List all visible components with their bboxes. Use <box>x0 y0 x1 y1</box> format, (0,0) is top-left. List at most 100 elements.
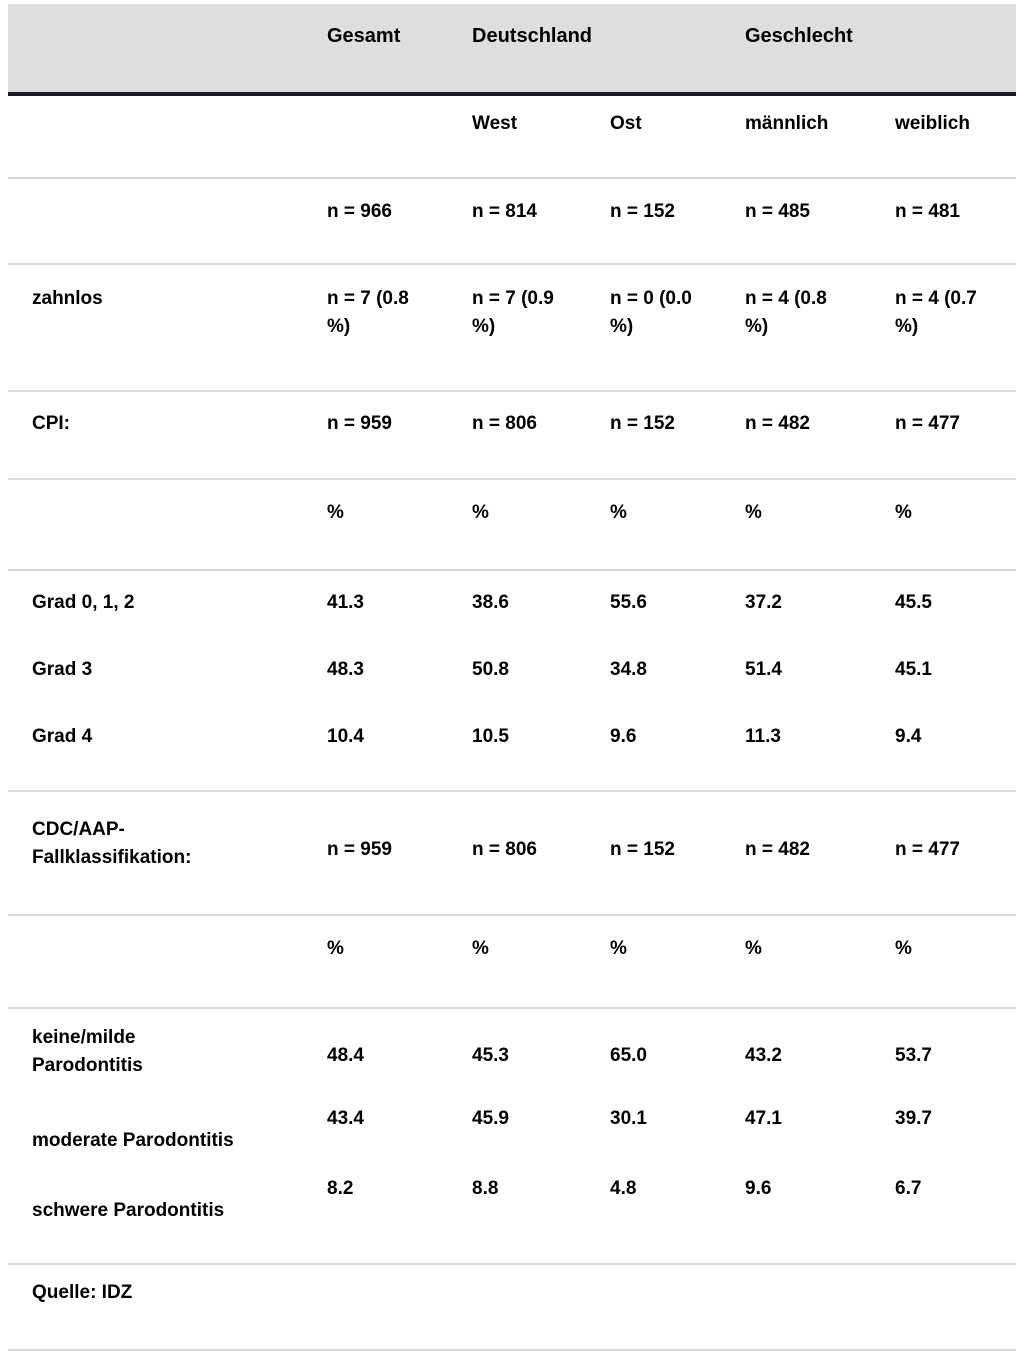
cell-value: 4.8 <box>610 1178 637 1199</box>
cell-value: % <box>745 938 762 959</box>
cell-value: 10.5 <box>472 726 509 747</box>
cell-value: 45.1 <box>895 659 932 680</box>
cell-value: n = 485 <box>745 201 810 222</box>
row-label: Grad 3 <box>32 659 93 680</box>
cell-value: n = 7 (0.9 %) <box>472 288 554 337</box>
statistics-table: Gesamt Deutschland Geschlecht West Ost m… <box>8 4 1017 1351</box>
cell-value: 48.3 <box>327 659 364 680</box>
cell-value: 41.3 <box>327 592 364 613</box>
row-label: Grad 4 <box>32 726 93 747</box>
table-row-percent-header: % % % % % <box>8 479 1017 570</box>
cell-value: n = 966 <box>327 201 392 222</box>
table-row-percent-header: % % % % % <box>8 915 1017 1008</box>
cell-value: 43.4 <box>327 1108 364 1129</box>
cell-value: n = 4 (0.7 %) <box>895 288 977 337</box>
table-row-moderate: moderate Parodontitis 43.4 45.9 30.1 47.… <box>8 1087 1016 1157</box>
cell-value: n = 477 <box>895 413 960 434</box>
cell-value: 53.7 <box>895 1045 932 1066</box>
cell-value: n = 481 <box>895 201 960 222</box>
row-label <box>8 915 327 1008</box>
row-label: schwere Parodontitis <box>32 1200 225 1221</box>
subheader-empty-cell <box>327 94 472 178</box>
cell-value: 37.2 <box>745 592 782 613</box>
cell-value: n = 959 <box>327 413 392 434</box>
cell-value: % <box>472 502 489 523</box>
cell-value: % <box>895 938 912 959</box>
table-row-n: n = 966 n = 814 n = 152 n = 485 n = 481 <box>8 178 1017 264</box>
row-label: CDC/AAP- Fallklassifikation: <box>32 819 192 868</box>
cell-value: 43.2 <box>745 1045 782 1066</box>
row-label: zahnlos <box>32 288 103 309</box>
cell-value: 45.5 <box>895 592 932 613</box>
cell-value: n = 152 <box>610 413 675 434</box>
header-empty-cell <box>8 4 327 94</box>
col-subheader-ost: Ost <box>610 113 642 134</box>
table-container: Gesamt Deutschland Geschlecht West Ost m… <box>8 4 1017 1351</box>
table-subheader-row: West Ost männlich weiblich <box>8 94 1017 178</box>
table-row-grad4: Grad 4 10.4 10.5 9.6 11.3 9.4 <box>8 706 1017 791</box>
source-text: Quelle: IDZ <box>32 1282 133 1303</box>
row-label <box>8 479 327 570</box>
table-row-grad012: Grad 0, 1, 2 41.3 38.6 55.6 37.2 45.5 <box>8 570 1016 638</box>
cell-value: 9.4 <box>895 726 922 747</box>
cell-value: % <box>745 502 762 523</box>
cell-value: % <box>610 502 627 523</box>
cell-value: n = 482 <box>745 839 810 860</box>
cell-value: % <box>895 502 912 523</box>
cell-value: 9.6 <box>745 1178 772 1199</box>
cell-value: 30.1 <box>610 1108 647 1129</box>
cell-value: 10.4 <box>327 726 364 747</box>
cell-value: 50.8 <box>472 659 509 680</box>
table-row-schwere: schwere Parodontitis 8.2 8.8 4.8 9.6 6.7 <box>8 1157 1017 1264</box>
cell-value: 51.4 <box>745 659 782 680</box>
table-row-grad3: Grad 3 48.3 50.8 34.8 51.4 45.1 <box>8 638 1016 706</box>
col-header-deutschland: Deutschland <box>472 25 593 47</box>
cell-value: n = 806 <box>472 413 537 434</box>
row-label: moderate Parodontitis <box>32 1130 234 1151</box>
cell-value: n = 477 <box>895 839 960 860</box>
cell-value: % <box>327 502 344 523</box>
cell-value: n = 959 <box>327 839 392 860</box>
row-label: CPI: <box>32 413 70 434</box>
cell-value: 45.9 <box>472 1108 509 1129</box>
cell-value: 38.6 <box>472 592 509 613</box>
col-subheader-weiblich: weiblich <box>895 113 970 134</box>
cell-value: n = 4 (0.8 %) <box>745 288 827 337</box>
cell-value: % <box>610 938 627 959</box>
cell-value: 34.8 <box>610 659 647 680</box>
cell-value: n = 7 (0.8 %) <box>327 288 409 337</box>
cell-value: 11.3 <box>745 726 781 747</box>
col-header-gesamt: Gesamt <box>327 25 401 47</box>
cell-value: n = 152 <box>610 201 675 222</box>
cell-value: 55.6 <box>610 592 647 613</box>
col-subheader-maennlich: männlich <box>745 113 829 134</box>
cell-value: 47.1 <box>745 1108 782 1129</box>
row-label <box>8 178 327 264</box>
table-row-zahnlos: zahnlos n = 7 (0.8 %) n = 7 (0.9 %) n = … <box>8 264 1017 391</box>
cell-value: 45.3 <box>472 1045 509 1066</box>
cell-value: % <box>327 938 344 959</box>
cell-value: 8.2 <box>327 1178 354 1199</box>
cell-value: 6.7 <box>895 1178 922 1199</box>
row-label: keine/milde Parodontitis <box>32 1027 143 1076</box>
cell-value: % <box>472 938 489 959</box>
table-row-cpi: CPI: n = 959 n = 806 n = 152 n = 482 n =… <box>8 391 1017 479</box>
row-label: Grad 0, 1, 2 <box>32 592 135 613</box>
cell-value: n = 814 <box>472 201 537 222</box>
cell-value: 48.4 <box>327 1045 364 1066</box>
table-row-keine-milde: keine/milde Parodontitis 48.4 45.3 65.0 … <box>8 1008 1016 1087</box>
table-source-row: Quelle: IDZ <box>8 1264 1017 1350</box>
cell-value: 39.7 <box>895 1108 932 1129</box>
cell-value: n = 152 <box>610 839 675 860</box>
cell-value: 8.8 <box>472 1178 499 1199</box>
cell-value: 65.0 <box>610 1045 647 1066</box>
col-subheader-west: West <box>472 113 518 134</box>
table-row-cdc-aap: CDC/AAP- Fallklassifikation: n = 959 n =… <box>8 791 1017 915</box>
subheader-empty-cell <box>8 94 327 178</box>
cell-value: n = 0 (0.0 %) <box>610 288 692 337</box>
cell-value: n = 806 <box>472 839 537 860</box>
col-header-geschlecht: Geschlecht <box>745 25 853 47</box>
cell-value: n = 482 <box>745 413 810 434</box>
cell-value: 9.6 <box>610 726 637 747</box>
table-header-row: Gesamt Deutschland Geschlecht <box>8 4 1017 94</box>
